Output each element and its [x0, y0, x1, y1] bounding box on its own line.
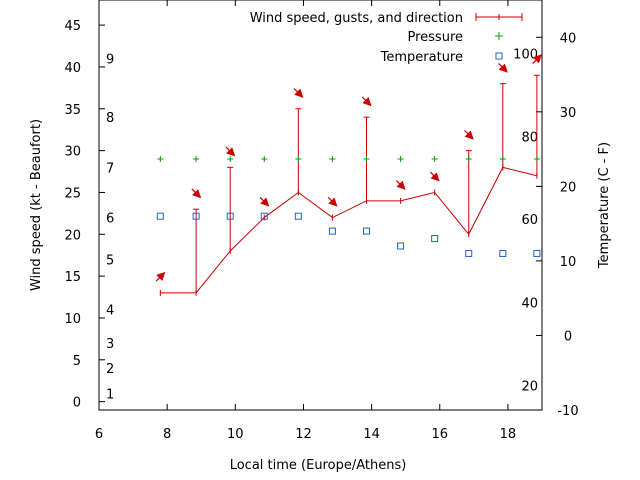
direction-arrow-head: [532, 54, 542, 64]
y-tick-label: 0: [73, 396, 81, 411]
beaufort-tick-label: 5: [106, 253, 114, 268]
x-tick-label: 14: [363, 427, 380, 442]
temperature-point: [465, 249, 473, 257]
direction-arrow-head: [294, 88, 304, 98]
beaufort-tick-label: 4: [106, 304, 114, 319]
pressure-point: [533, 155, 540, 162]
beaufort-tick-label: 6: [106, 212, 114, 227]
legend-swatch-pressure: [495, 32, 503, 40]
pressure-point: [157, 155, 164, 162]
series-layer: [155, 54, 542, 296]
x-tick-label: 10: [227, 427, 244, 442]
y2-tick-label: 20: [560, 180, 577, 195]
y-tick-label: 5: [73, 354, 81, 369]
x-tick-label: 16: [431, 427, 448, 442]
pressure-point: [431, 155, 438, 162]
pressure-point: [397, 155, 404, 162]
direction-arrow-head: [396, 180, 406, 190]
y-tick-label: 30: [64, 145, 81, 160]
temperature-point: [363, 227, 371, 235]
x-axis-label: Local time (Europe/Athens): [230, 458, 407, 473]
y2-tick-label: 0: [564, 329, 572, 344]
y-tick-label: 45: [64, 19, 81, 34]
y2-tick-label: 30: [560, 106, 577, 121]
temperature-point: [499, 249, 507, 257]
direction-arrow-head: [328, 197, 338, 207]
direction-arrow-head: [430, 172, 440, 182]
direction-arrow-head: [260, 197, 270, 207]
tick-layer: 6 8 10 12 14 16 18051015202530354045123456789-…: [64, 0, 579, 442]
temperature-point: [156, 212, 164, 220]
y-tick-label: 25: [64, 186, 81, 201]
y-tick-label: 10: [64, 312, 81, 327]
temperature-point: [431, 235, 439, 243]
y-tick-label: 35: [64, 103, 81, 118]
plot-frame: [98, 0, 543, 411]
temperature-point: [397, 242, 405, 250]
pressure-point: [499, 155, 506, 162]
y-tick-label: 40: [64, 61, 81, 76]
x-tick-label: 18: [500, 427, 517, 442]
direction-arrow-head: [226, 147, 236, 157]
beaufort-tick-label: 3: [106, 337, 114, 352]
y2-tick-label: -10: [557, 404, 578, 419]
x-tick-label: 6: [95, 427, 103, 442]
fahrenheit-tick-label: 40: [521, 297, 538, 312]
temperature-point: [260, 212, 268, 220]
beaufort-tick-label: 8: [106, 111, 114, 126]
beaufort-tick-label: 9: [106, 53, 114, 68]
direction-arrow-head: [362, 97, 372, 107]
legend: Wind speed, gusts, and direction Pressur…: [250, 11, 523, 65]
fahrenheit-tick-label: 60: [521, 213, 538, 228]
temperature-point: [533, 249, 541, 257]
legend-label-wind: Wind speed, gusts, and direction: [250, 11, 463, 26]
x-tick-label: 12: [295, 427, 312, 442]
y2-axis-label: Temperature (C - F): [597, 142, 612, 269]
pressure-point: [329, 155, 336, 162]
direction-arrow-head: [498, 63, 508, 73]
direction-arrow-head: [192, 189, 202, 199]
fahrenheit-tick-label: 80: [521, 130, 538, 145]
fahrenheit-tick-label: 100: [513, 48, 538, 63]
temperature-point: [192, 212, 200, 220]
beaufort-tick-label: 1: [106, 387, 114, 402]
y2-tick-label: 10: [560, 255, 577, 270]
fahrenheit-tick-label: 20: [521, 379, 538, 394]
direction-arrow-head: [464, 130, 474, 140]
beaufort-tick-label: 2: [106, 362, 114, 377]
wind-speed-line: [160, 166, 538, 294]
pressure-point: [295, 155, 302, 162]
y-tick-label: 20: [64, 228, 81, 243]
pressure-point: [261, 155, 268, 162]
legend-swatch-temperature: [495, 52, 503, 60]
pressure-point: [193, 155, 200, 162]
pressure-point: [465, 155, 472, 162]
temperature-point: [294, 212, 302, 220]
y-tick-label: 15: [64, 270, 81, 285]
y2-tick-label: 40: [560, 31, 577, 46]
y-axis-label: Wind speed (kt - Beaufort): [29, 119, 44, 291]
legend-label-pressure: Pressure: [407, 30, 463, 45]
direction-arrow-head: [156, 271, 166, 281]
beaufort-tick-label: 7: [106, 161, 114, 176]
temperature-point: [226, 212, 234, 220]
legend-label-temperature: Temperature: [380, 50, 463, 65]
x-tick-label: 8: [163, 427, 171, 442]
temperature-point: [328, 227, 336, 235]
pressure-point: [227, 155, 234, 162]
pressure-point: [363, 155, 370, 162]
